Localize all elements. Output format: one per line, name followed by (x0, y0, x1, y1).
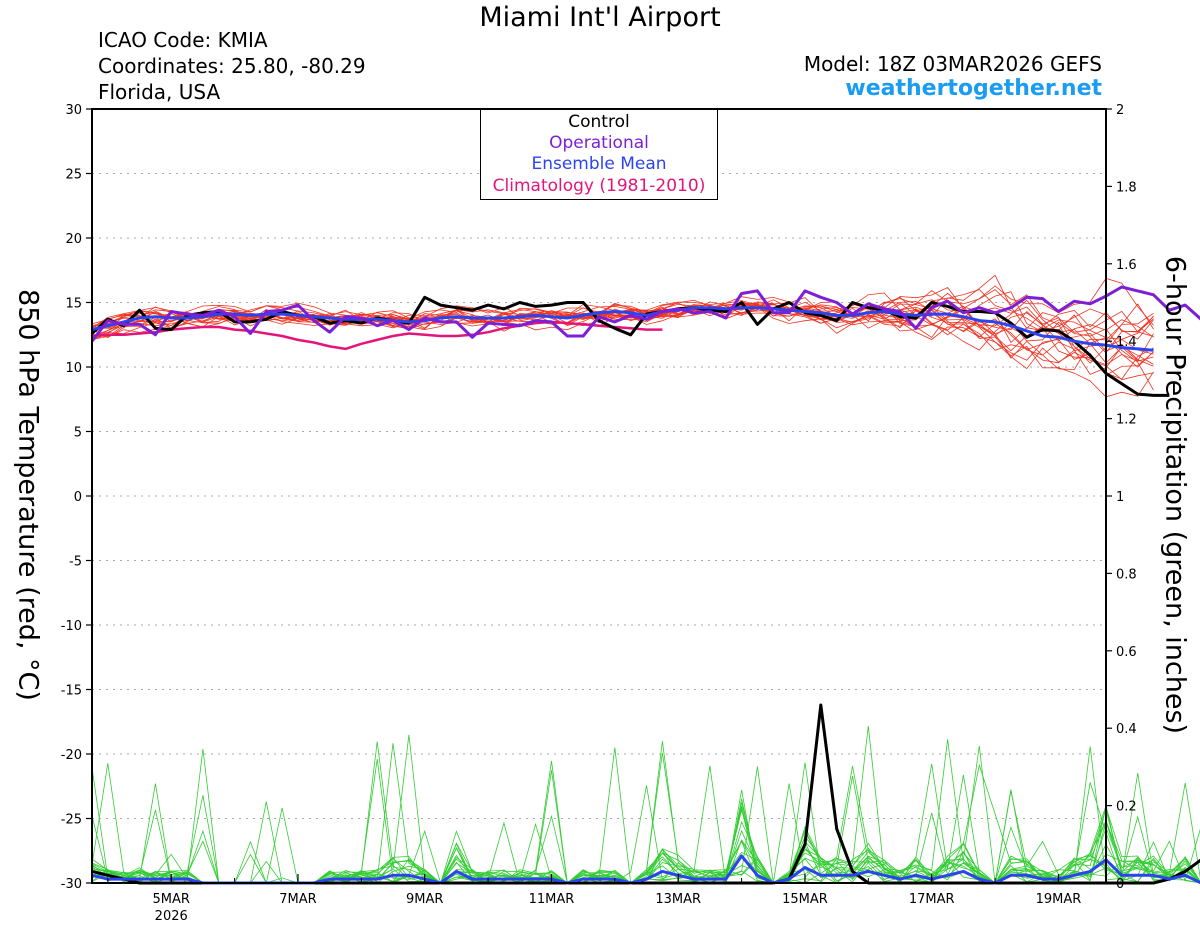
legend-operational: Operational (549, 133, 649, 153)
x-tick-label: 9MAR (406, 892, 443, 907)
right-tick-label: 1.6 (1116, 258, 1137, 273)
chart-title: Miami Int'l Airport (479, 2, 721, 33)
precip-member-line (91, 725, 1200, 884)
right-tick-label: 0.8 (1116, 567, 1137, 582)
left-tick-label: -30 (61, 877, 82, 892)
precip-member-line (91, 785, 1200, 884)
left-tick-label: 30 (65, 103, 82, 118)
x-tick-label: 17MAR (909, 892, 955, 907)
right-tick-label: 0.2 (1116, 800, 1137, 815)
x-tick-sublabel: 2026 (155, 909, 188, 924)
x-tick-label: 11MAR (529, 892, 575, 907)
left-tick-label: -25 (61, 813, 82, 828)
left-tick-label: -15 (61, 684, 82, 699)
x-tick-label: 5MAR (153, 892, 190, 907)
right-tick-label: 2 (1116, 103, 1124, 118)
right-tick-label: 1.8 (1116, 180, 1137, 195)
right-axis-label: 6-hour Precipitation (green, inches) (1159, 255, 1191, 735)
legend: Control Operational Ensemble Mean Climat… (480, 109, 718, 200)
left-tick-label: 20 (65, 232, 82, 247)
precip-member-line (91, 763, 1200, 884)
left-axis-label: 850 hPa Temperature (red, °C) (12, 289, 44, 701)
right-tick-label: 1.2 (1116, 413, 1137, 428)
precip-control-line (91, 703, 1200, 885)
x-tick-label: 19MAR (1036, 892, 1082, 907)
temp-climatology-line (91, 320, 663, 351)
left-tick-label: -10 (61, 619, 82, 634)
left-tick-label: 0 (74, 490, 82, 505)
precip-member-line (91, 772, 1200, 884)
right-tick-label: 0.6 (1116, 645, 1137, 660)
temp-ensemble-mean-line (91, 306, 1154, 352)
grid (92, 173, 1106, 819)
legend-climatology: Climatology (1981-2010) (492, 176, 706, 196)
left-tick-label: 10 (65, 361, 82, 376)
site-link[interactable]: weathertogether.net (845, 76, 1102, 101)
x-tick-label: 13MAR (655, 892, 701, 907)
x-tick-label: 15MAR (782, 892, 828, 907)
precip-member-line (91, 752, 1200, 884)
ensemble-members-temperature (91, 274, 1154, 398)
coordinates: Coordinates: 25.80, -80.29 (98, 54, 366, 78)
right-tick-label: 0.4 (1116, 722, 1137, 737)
right-tick-label: 0 (1116, 877, 1124, 892)
left-tick-label: -20 (61, 748, 82, 763)
right-tick-label: 1 (1116, 490, 1124, 505)
left-tick-label: 5 (74, 426, 82, 441)
legend-ensemble-mean: Ensemble Mean (531, 154, 667, 174)
ensemble-members-precipitation (91, 725, 1200, 885)
main-series (90, 285, 1200, 885)
left-tick-label: 15 (65, 297, 82, 312)
precip-member-line (91, 759, 1200, 884)
temp-operational-line (90, 285, 1200, 343)
x-tick-label: 7MAR (279, 892, 316, 907)
model-run: Model: 18Z 03MAR2026 GEFS (803, 52, 1102, 76)
legend-control: Control (568, 112, 630, 132)
region: Florida, USA (98, 80, 221, 104)
icao-code: ICAO Code: KMIA (98, 28, 268, 52)
left-tick-label: 25 (65, 168, 82, 183)
right-tick-label: 1.4 (1116, 335, 1137, 350)
axis-ticks: 302520151050-5-10-15-20-25-3021.81.61.41… (61, 103, 1137, 924)
left-tick-label: -5 (69, 555, 82, 570)
